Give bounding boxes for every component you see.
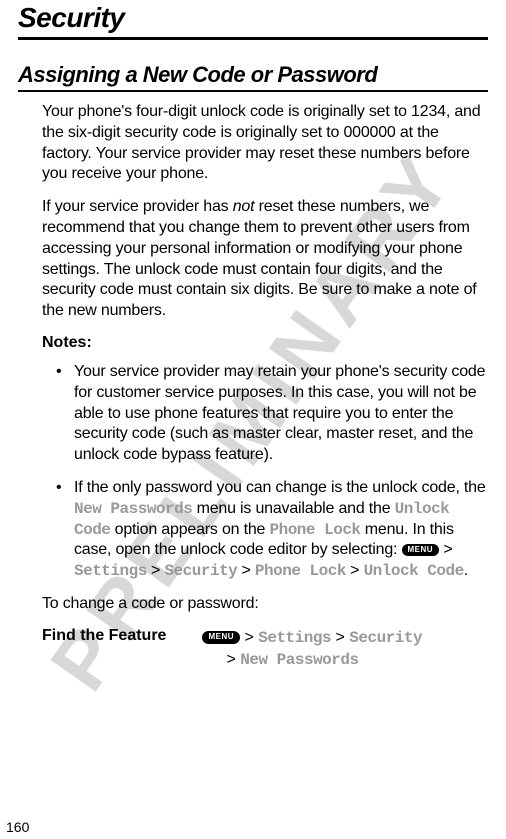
b2-gt-3: >: [237, 562, 255, 579]
b2-gt-2: >: [147, 562, 165, 579]
b2-mono-security: Security: [164, 562, 237, 580]
note-item-2: If the only password you can change is t…: [56, 478, 488, 582]
para2-emphasis: not: [233, 198, 255, 215]
paragraph-1: Your phone's four-digit unlock code is o…: [42, 102, 488, 185]
b2-mono-phonelock2: Phone Lock: [255, 562, 346, 580]
ff-settings: Settings: [258, 629, 331, 647]
ff-newpasswords: New Passwords: [240, 651, 358, 669]
page-content: Security Assigning a New Code or Passwor…: [0, 0, 506, 672]
para2-pre: If your service provider has: [42, 198, 233, 215]
find-feature-block: Find the Feature MENU > Settings > Secur…: [42, 627, 488, 672]
note-item-1: Your service provider may retain your ph…: [56, 362, 488, 466]
subtitle-rule: [18, 90, 488, 92]
menu-badge-icon-2: MENU: [202, 631, 240, 644]
page-number: 160: [6, 819, 29, 835]
b2-mono-phonelock: Phone Lock: [270, 521, 361, 539]
b2-text-e: option appears on the: [110, 521, 269, 538]
b2-mono-newpasswords: New Passwords: [74, 500, 192, 518]
ff-gt-1: >: [240, 629, 258, 646]
menu-badge-icon: MENU: [402, 544, 440, 556]
para2-post: reset these numbers, we recommend that y…: [42, 198, 477, 319]
b2-mono-unlockcode2: Unlock Code: [364, 562, 464, 580]
paragraph-3: To change a code or password:: [42, 594, 488, 615]
title-rule: [18, 37, 488, 40]
b2-gt-4: >: [346, 562, 364, 579]
b2-text-c: menu is unavailable and the: [192, 500, 394, 517]
find-feature-path: MENU > Settings > Security > New Passwor…: [202, 627, 422, 672]
ff-security: Security: [349, 629, 422, 647]
ff-gt-3: >: [226, 651, 240, 668]
b2-text-a: If the only password you can change is t…: [74, 479, 486, 496]
find-feature-label: Find the Feature: [42, 627, 166, 645]
notes-heading: Notes:: [42, 334, 488, 352]
b2-period: .: [464, 562, 468, 579]
b2-gt-1: >: [439, 541, 452, 558]
paragraph-2: If your service provider has not reset t…: [42, 197, 488, 322]
ff-gt-2: >: [331, 629, 349, 646]
b2-mono-settings: Settings: [74, 562, 147, 580]
notes-list: Your service provider may retain your ph…: [56, 362, 488, 582]
section-subtitle: Assigning a New Code or Password: [18, 62, 488, 90]
page-title: Security: [18, 0, 488, 37]
